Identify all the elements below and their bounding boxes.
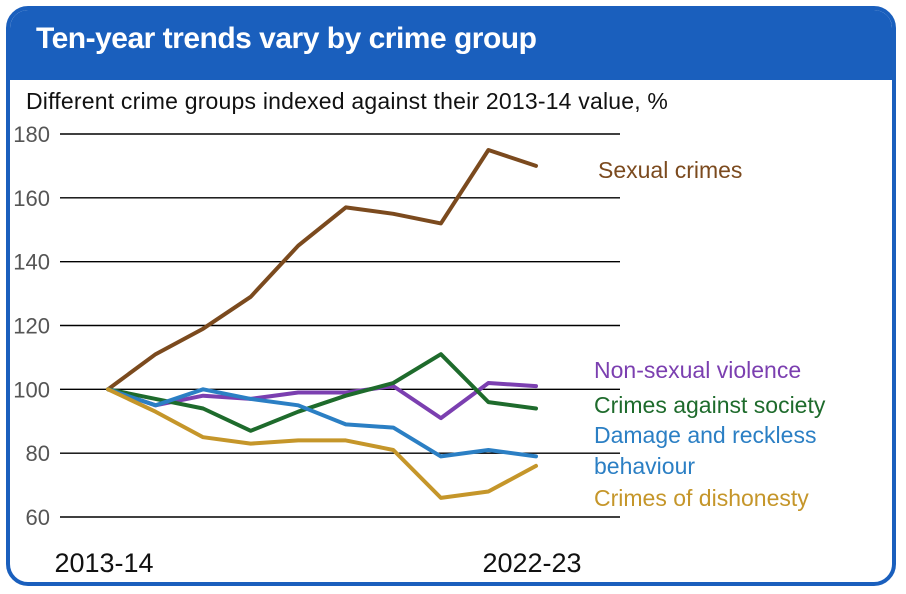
chart-subtitle: Different crime groups indexed against t… — [26, 88, 669, 114]
series-label: Damage and reckless — [594, 422, 816, 448]
series-line-3 — [106, 352, 538, 433]
y-tick-label: 160 — [13, 186, 50, 211]
series-line-5 — [106, 387, 538, 500]
y-tick-label: 80 — [26, 441, 50, 466]
series-label: Non-sexual violence — [594, 357, 801, 383]
chart-card: Ten-year trends vary by crime group Diff… — [6, 6, 896, 586]
y-tick-label: 140 — [13, 250, 50, 275]
y-tick-label: 180 — [13, 122, 50, 147]
series-line-2 — [106, 381, 538, 421]
series-label: Crimes of dishonesty — [594, 485, 809, 511]
chart-title: Ten-year trends vary by crime group — [36, 22, 537, 55]
series-line-4 — [106, 387, 538, 459]
y-tick-label: 100 — [13, 377, 50, 402]
x-tick-label: 2022-23 — [482, 548, 581, 578]
series-line-1 — [106, 148, 538, 392]
title-bar: Ten-year trends vary by crime group — [10, 10, 892, 80]
series-label: behaviour — [594, 453, 695, 479]
series-label: Sexual crimes — [598, 157, 742, 183]
x-tick-label: 2013-14 — [54, 548, 153, 578]
y-tick-label: 60 — [26, 505, 50, 530]
y-tick-label: 120 — [13, 314, 50, 339]
series-label: Crimes against society — [594, 392, 826, 418]
